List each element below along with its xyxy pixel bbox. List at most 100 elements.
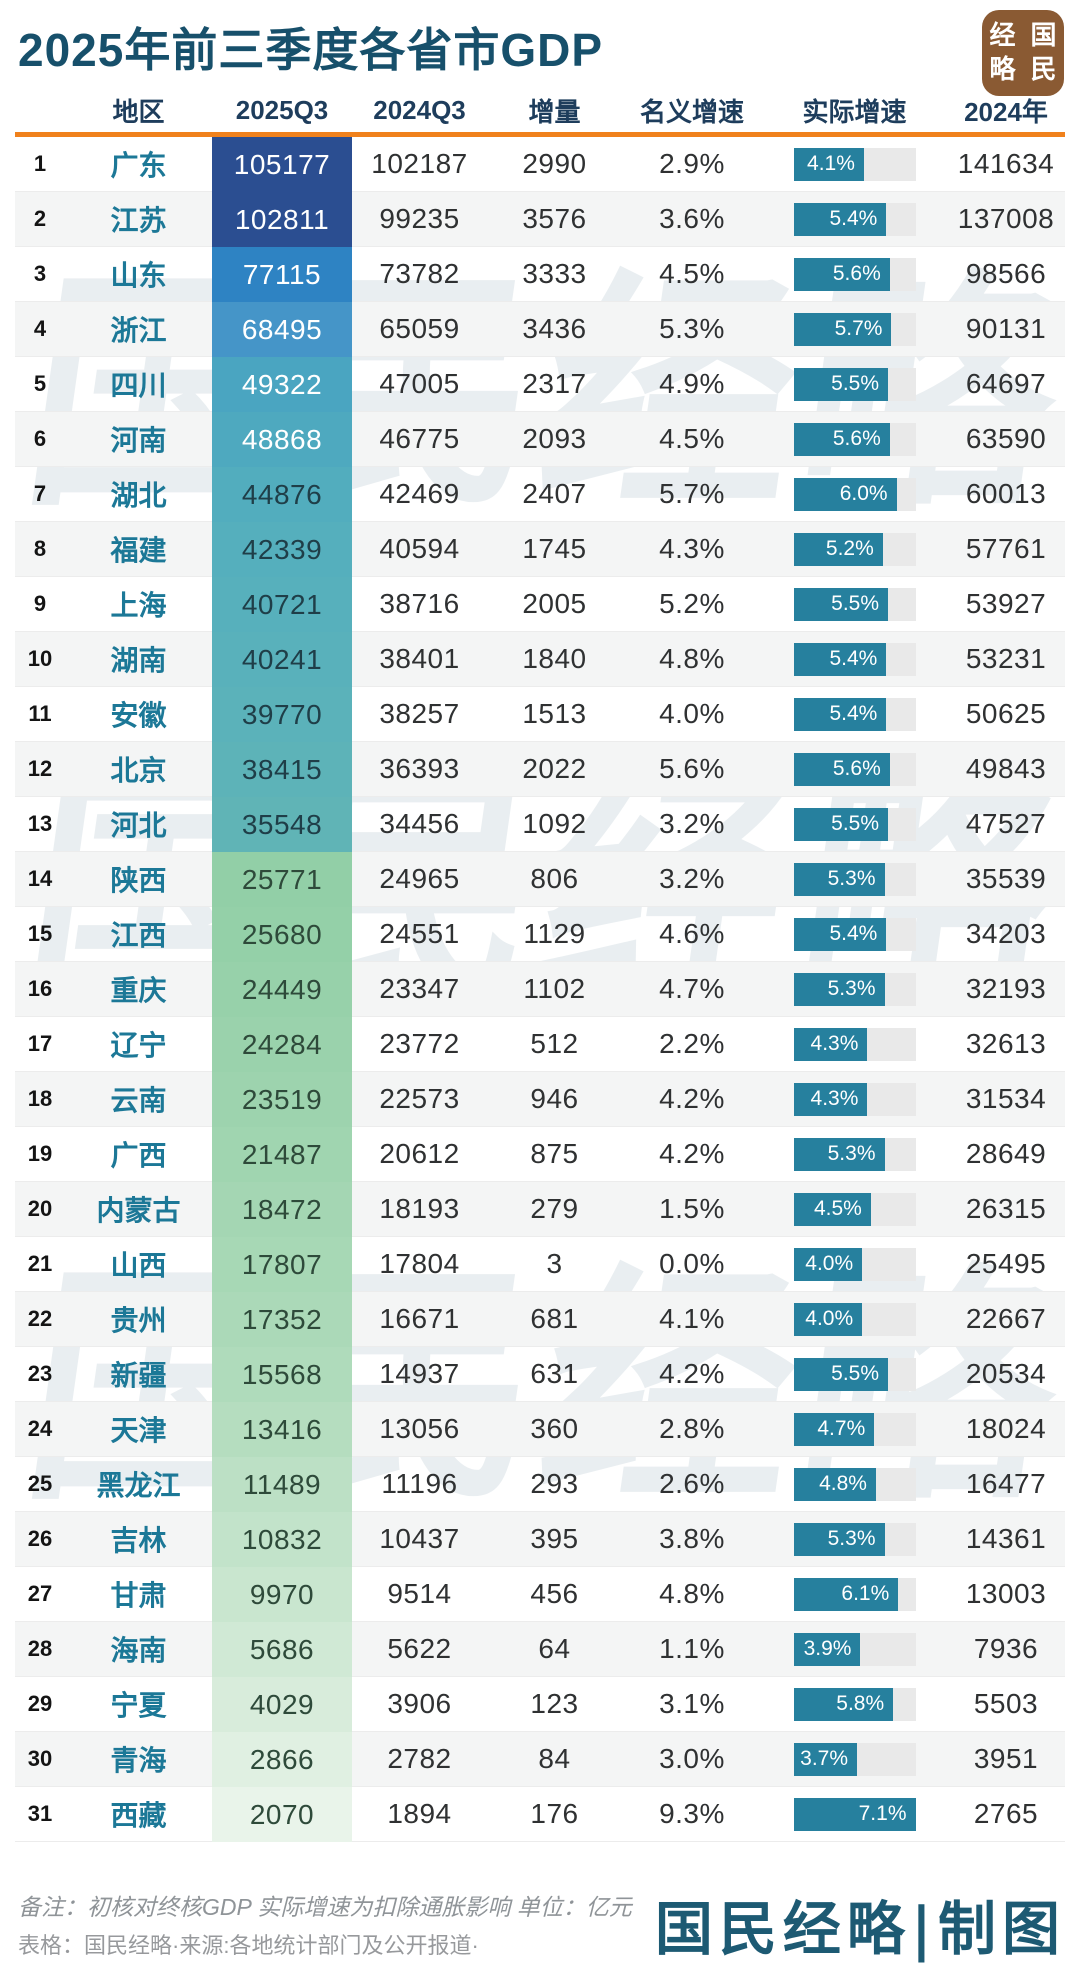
gdp-2024-cell: 50625 <box>965 698 1047 729</box>
delta-cell: 123 <box>530 1688 579 1719</box>
region-cell: 江苏 <box>110 205 167 236</box>
header-real-growth: 实际增速 <box>802 96 907 127</box>
rank-cell: 17 <box>27 1031 53 1056</box>
gdp-table: 地区 2025Q3 2024Q3 增量 名义增速 实际增速 2024年 1 广东 1… <box>15 88 1065 1842</box>
region-cell: 云南 <box>110 1085 167 1116</box>
bar-track: 5.3% <box>793 1137 916 1171</box>
table-row: 10 湖南 40241 38401 1840 4.8% 5.4% 53231 <box>15 632 1065 687</box>
delta-cell: 2990 <box>522 148 587 179</box>
gdp-2024-cell: 32613 <box>965 1028 1047 1059</box>
region-cell: 河北 <box>110 810 167 841</box>
bar-fill: 5.3% <box>793 972 885 1006</box>
rank-cell: 25 <box>27 1471 53 1496</box>
nominal-growth-cell: 4.5% <box>659 423 725 454</box>
bar-track: 3.9% <box>793 1632 916 1666</box>
page-title: 2025年前三季度各省市GDP <box>18 24 604 76</box>
delta-cell: 395 <box>530 1523 579 1554</box>
table-row: 26 吉林 10832 10437 395 3.8% 5.3% 14361 <box>15 1512 1065 1567</box>
bar-track: 6.1% <box>793 1577 916 1611</box>
region-cell: 吉林 <box>110 1525 167 1556</box>
bar-label: 6.1% <box>841 1582 890 1605</box>
bar-fill: 4.0% <box>793 1302 863 1336</box>
real-growth-cell: 5.7% <box>762 312 947 346</box>
nominal-growth-cell: 4.6% <box>659 918 725 949</box>
real-growth-cell: 4.3% <box>762 1082 947 1116</box>
gdp-2025q3-cell: 21487 <box>212 1127 352 1182</box>
real-growth-cell: 5.4% <box>762 202 947 236</box>
nominal-growth-cell: 2.6% <box>659 1468 725 1499</box>
gdp-2024-cell: 28649 <box>965 1138 1047 1169</box>
rank-cell: 1 <box>33 151 47 176</box>
footnote-source: 表格：国民经略·来源:各地统计部门及公开报道· <box>18 1933 479 1958</box>
gdp-2025q3-cell: 2866 <box>212 1732 352 1787</box>
real-growth-cell: 5.2% <box>762 532 947 566</box>
region-cell: 天津 <box>110 1415 167 1446</box>
gdp-2024q3-cell: 9514 <box>387 1578 452 1609</box>
bar-fill: 5.2% <box>793 532 883 566</box>
gdp-2024q3-cell: 36393 <box>379 753 460 784</box>
gdp-2025q3-cell: 5686 <box>212 1622 352 1677</box>
rank-cell: 10 <box>27 646 53 671</box>
region-cell: 山东 <box>110 260 167 291</box>
real-growth-cell: 5.5% <box>762 367 947 401</box>
table-row: 25 黑龙江 11489 11196 293 2.6% 4.8% 16477 <box>15 1457 1065 1512</box>
delta-cell: 279 <box>530 1193 579 1224</box>
bar-label: 5.5% <box>831 1362 880 1385</box>
table-row: 7 湖北 44876 42469 2407 5.7% 6.0% 60013 <box>15 467 1065 522</box>
delta-cell: 84 <box>538 1743 571 1774</box>
region-cell: 福建 <box>110 535 167 566</box>
gdp-2024q3-cell: 14937 <box>379 1358 460 1389</box>
region-cell: 安徽 <box>110 700 167 731</box>
rank-cell: 28 <box>27 1636 53 1661</box>
nominal-growth-cell: 4.0% <box>659 698 725 729</box>
bar-track: 7.1% <box>793 1797 916 1831</box>
gdp-2024q3-cell: 47005 <box>379 368 460 399</box>
logo-char: 国 <box>1030 21 1057 51</box>
real-growth-cell: 4.0% <box>762 1247 947 1281</box>
bar-track: 5.6% <box>793 422 916 456</box>
gdp-2025q3-cell: 38415 <box>212 742 352 797</box>
bar-track: 5.4% <box>793 202 916 236</box>
bar-fill: 5.7% <box>793 312 892 346</box>
bar-fill: 4.0% <box>793 1247 863 1281</box>
bar-label: 5.4% <box>829 207 878 230</box>
bar-fill: 3.9% <box>793 1632 861 1666</box>
gdp-2025q3-cell: 44876 <box>212 467 352 522</box>
gdp-2024q3-cell: 18193 <box>379 1193 460 1224</box>
rank-cell: 26 <box>27 1526 53 1551</box>
gdp-2025q3-cell: 13416 <box>212 1402 352 1457</box>
bar-fill: 5.5% <box>793 807 889 841</box>
gdp-2025q3-cell: 24449 <box>212 962 352 1017</box>
gdp-2025q3-cell: 17807 <box>212 1237 352 1292</box>
gdp-2024-cell: 3951 <box>973 1743 1039 1774</box>
real-growth-cell: 4.8% <box>762 1467 947 1501</box>
rank-cell: 4 <box>33 316 47 341</box>
bar-track: 5.4% <box>793 642 916 676</box>
gdp-2024q3-cell: 1894 <box>387 1798 452 1829</box>
header-region: 地区 <box>112 96 165 127</box>
gdp-2024q3-cell: 23772 <box>379 1028 460 1059</box>
bar-track: 5.3% <box>793 862 916 896</box>
gdp-2025q3-cell: 40241 <box>212 632 352 687</box>
gdp-2024-cell: 22667 <box>965 1303 1047 1334</box>
gdp-2024q3-cell: 102187 <box>371 148 468 179</box>
table-row: 16 重庆 24449 23347 1102 4.7% 5.3% 32193 <box>15 962 1065 1017</box>
table-header-row: 地区 2025Q3 2024Q3 增量 名义增速 实际增速 2024年 <box>15 88 1065 137</box>
nominal-growth-cell: 2.9% <box>659 148 725 179</box>
region-cell: 陕西 <box>110 865 167 896</box>
bar-track: 5.2% <box>793 532 916 566</box>
gdp-2024-cell: 141634 <box>957 148 1055 179</box>
bar-label: 4.8% <box>819 1472 867 1495</box>
bar-track: 5.5% <box>793 587 916 621</box>
delta-cell: 1513 <box>522 698 587 729</box>
delta-cell: 875 <box>530 1138 579 1169</box>
region-cell: 广东 <box>110 150 167 181</box>
bar-fill: 5.8% <box>793 1687 894 1721</box>
bar-label: 5.6% <box>832 262 881 285</box>
region-cell: 北京 <box>110 755 167 786</box>
real-growth-cell: 4.7% <box>762 1412 947 1446</box>
bar-fill: 5.5% <box>793 1357 889 1391</box>
nominal-growth-cell: 5.3% <box>659 313 725 344</box>
nominal-growth-cell: 4.5% <box>659 258 725 289</box>
header-delta: 增量 <box>528 96 581 127</box>
